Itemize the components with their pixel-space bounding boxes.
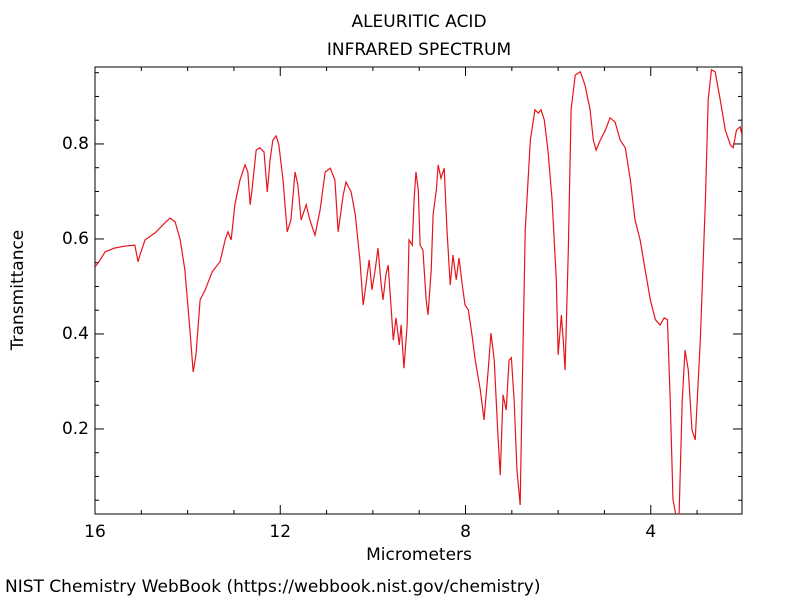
y-tick-label: 0.2	[62, 419, 89, 439]
x-tick-label: 4	[645, 522, 656, 542]
x-tick-label: 16	[84, 522, 106, 542]
y-tick-label: 0.4	[62, 324, 89, 344]
plot-frame	[94, 66, 743, 515]
chart-title: ALEURITIC ACID	[351, 12, 486, 32]
footer: NIST Chemistry WebBook (https://webbook.…	[5, 577, 540, 597]
y-tick-label: 0.6	[62, 229, 89, 249]
x-axis-label: Micrometers	[366, 545, 472, 565]
spectrum-line	[95, 68, 742, 514]
y-axis-label: Transmittance	[8, 230, 28, 352]
chart-subtitle: INFRARED SPECTRUM	[327, 40, 511, 60]
x-tick-label: 8	[460, 522, 471, 542]
y-tick-label: 0.8	[62, 134, 89, 154]
x-tick-label: 12	[269, 522, 291, 542]
